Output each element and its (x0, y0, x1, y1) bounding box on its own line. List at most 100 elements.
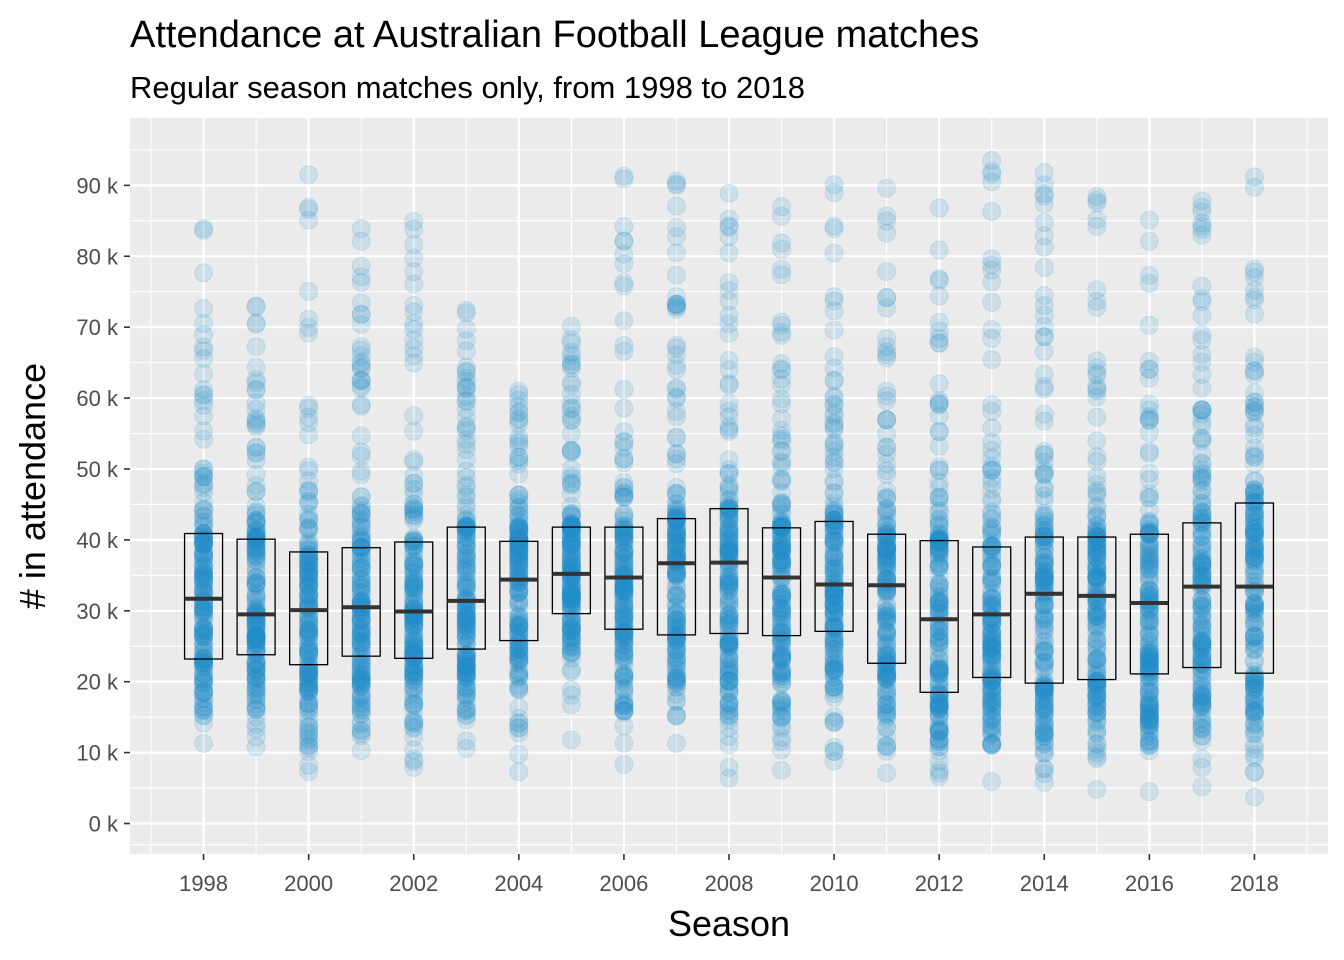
attendance-point (194, 530, 214, 550)
attendance-point (351, 614, 371, 634)
attendance-point (404, 473, 424, 493)
attendance-point (194, 700, 214, 720)
attendance-point (299, 552, 319, 572)
attendance-point (351, 685, 371, 705)
attendance-point (404, 510, 424, 530)
attendance-point (351, 525, 371, 545)
attendance-point (246, 400, 266, 420)
min-attendance-point (666, 733, 686, 753)
attendance-point (561, 473, 581, 493)
min-attendance-point (1244, 787, 1264, 807)
attendance-point (194, 621, 214, 641)
attendance-point (246, 685, 266, 705)
attendance-point (561, 661, 581, 681)
attendance-point (246, 527, 266, 547)
attendance-point (982, 460, 1002, 480)
attendance-point (456, 461, 476, 481)
attendance-point (404, 714, 424, 734)
attendance-point (351, 700, 371, 720)
attendance-point (194, 700, 214, 720)
attendance-point (404, 666, 424, 686)
attendance-point (194, 625, 214, 645)
attendance-point (351, 632, 371, 652)
attendance-point (299, 612, 319, 632)
attendance-point (194, 533, 214, 553)
attendance-point (299, 562, 319, 582)
attendance-point (1192, 596, 1212, 616)
attendance-point (299, 577, 319, 597)
attendance-point (299, 676, 319, 696)
attendance-point (719, 280, 739, 300)
x-axis: 1998 2000 2002 2004 2006 2008 2010 2012 2014 2016… (179, 854, 1279, 896)
attendance-point (299, 550, 319, 570)
attendance-point (772, 716, 792, 736)
attendance-point (299, 586, 319, 606)
attendance-point (246, 482, 266, 502)
attendance-point (351, 664, 371, 684)
attendance-point (351, 670, 371, 690)
attendance-point (877, 694, 897, 714)
attendance-point (351, 688, 371, 708)
y-tick-label: 60 k (76, 386, 119, 411)
attendance-point (404, 485, 424, 505)
attendance-point (404, 555, 424, 575)
max-attendance-point (509, 381, 529, 401)
attendance-point (351, 674, 371, 694)
attendance-point (1034, 619, 1054, 639)
attendance-point (194, 544, 214, 564)
attendance-point (351, 578, 371, 598)
attendance-point (351, 599, 371, 619)
attendance-point (1192, 431, 1212, 451)
attendance-point (929, 489, 949, 509)
attendance-point (351, 531, 371, 551)
attendance-point (351, 582, 371, 602)
attendance-point (299, 566, 319, 586)
y-tick-label: 40 k (76, 528, 119, 553)
attendance-point (719, 217, 739, 237)
attendance-point (351, 726, 371, 746)
attendance-point (351, 370, 371, 390)
attendance-point (351, 622, 371, 642)
attendance-point (404, 627, 424, 647)
attendance-point (194, 636, 214, 656)
attendance-point (246, 575, 266, 595)
attendance-point (719, 544, 739, 564)
attendance-point (351, 627, 371, 647)
attendance-point (299, 636, 319, 656)
attendance-point (456, 615, 476, 635)
attendance-point (194, 664, 214, 684)
y-tick-label: 70 k (76, 315, 119, 340)
attendance-point (351, 618, 371, 638)
attendance-point (351, 625, 371, 645)
attendance-point (772, 360, 792, 380)
attendance-point (246, 659, 266, 679)
attendance-point (561, 695, 581, 715)
attendance-point (194, 683, 214, 703)
attendance-point (246, 511, 266, 531)
attendance-point (246, 629, 266, 649)
attendance-point (404, 551, 424, 571)
attendance-point (246, 569, 266, 589)
attendance-point (404, 479, 424, 499)
attendance-point (194, 673, 214, 693)
attendance-point (246, 634, 266, 654)
attendance-point (194, 602, 214, 622)
attendance-point (246, 505, 266, 525)
attendance-point (404, 710, 424, 730)
attendance-point (246, 551, 266, 571)
attendance-point (299, 461, 319, 481)
attendance-point (246, 573, 266, 593)
attendance-point (246, 590, 266, 610)
attendance-point (246, 690, 266, 710)
attendance-point (456, 678, 476, 698)
attendance-point (299, 674, 319, 694)
attendance-point (299, 693, 319, 713)
attendance-point (456, 654, 476, 674)
attendance-point (351, 537, 371, 557)
attendance-point (404, 274, 424, 294)
attendance-point (299, 702, 319, 722)
attendance-point (299, 309, 319, 329)
attendance-point (404, 555, 424, 575)
attendance-point (404, 578, 424, 598)
attendance-point (1192, 330, 1212, 350)
